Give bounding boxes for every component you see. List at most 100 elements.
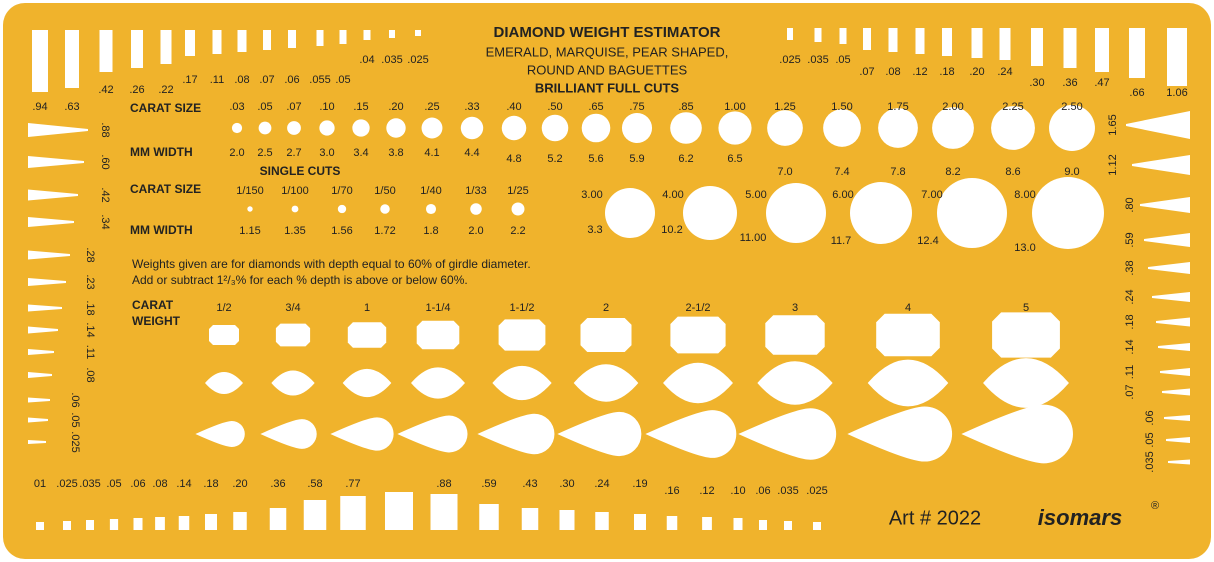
label: 7.4 xyxy=(834,166,849,178)
label: .05 xyxy=(335,74,350,86)
label: .15 xyxy=(353,101,368,113)
label: 10.2 xyxy=(661,224,682,236)
round-cut xyxy=(421,117,443,139)
label: .80 xyxy=(1124,197,1136,212)
label: 2.7 xyxy=(286,147,301,159)
pear-cut xyxy=(195,421,245,447)
label: 8.2 xyxy=(945,166,960,178)
wedge xyxy=(28,278,66,286)
label: 1/2 xyxy=(216,302,231,314)
label: .12 xyxy=(912,66,927,78)
label: .05 xyxy=(69,412,81,427)
label: 11.00 xyxy=(740,232,767,244)
label: .25 xyxy=(424,101,439,113)
baguette xyxy=(160,30,172,64)
pear-cut xyxy=(330,417,394,451)
baguette xyxy=(666,516,678,530)
label: .33 xyxy=(464,101,479,113)
label: 3.00 xyxy=(581,189,602,201)
baguette xyxy=(385,492,413,530)
note: Weights given are for diamonds with dept… xyxy=(132,257,531,271)
single-cut xyxy=(425,203,437,215)
baguette xyxy=(288,30,296,48)
pear-cut xyxy=(847,406,953,462)
label: 4 xyxy=(905,302,911,314)
marquise-cut xyxy=(492,365,552,401)
label: .035 xyxy=(807,54,828,66)
baguette xyxy=(269,508,287,530)
round-cut xyxy=(878,108,918,148)
baguette xyxy=(702,517,712,530)
label: 5.00 xyxy=(745,189,766,201)
label: .06 xyxy=(1144,410,1156,425)
label: .58 xyxy=(307,478,322,490)
round-cut xyxy=(683,186,737,240)
label: 5.2 xyxy=(547,153,562,165)
label: .07 xyxy=(859,66,874,78)
label: .63 xyxy=(64,101,79,113)
baguette xyxy=(237,30,247,52)
label: .23 xyxy=(84,274,96,289)
baguette xyxy=(389,30,395,38)
baguette xyxy=(942,28,952,56)
label: .03 xyxy=(229,101,244,113)
baguette xyxy=(109,519,119,530)
label: .77 xyxy=(345,478,360,490)
label: .10 xyxy=(319,101,334,113)
label: .035 xyxy=(79,478,100,490)
label: .28 xyxy=(84,247,96,262)
label: .18 xyxy=(939,66,954,78)
round-cut xyxy=(1049,105,1095,151)
round-cut xyxy=(541,114,569,142)
baguette xyxy=(63,521,71,530)
baguette xyxy=(340,496,366,530)
baguette xyxy=(733,518,743,530)
label: 1/150 xyxy=(236,185,264,197)
label: 4.4 xyxy=(464,147,479,159)
label: 1-1/4 xyxy=(425,302,450,314)
emerald-cut xyxy=(416,320,460,350)
label: .07 xyxy=(1124,384,1136,399)
label: .20 xyxy=(969,66,984,78)
baguette xyxy=(1167,28,1187,86)
label: .30 xyxy=(559,478,574,490)
pear-cut xyxy=(738,408,837,460)
baguette xyxy=(32,30,48,92)
label: .30 xyxy=(1029,77,1044,89)
label: 1.8 xyxy=(423,225,438,237)
baguette xyxy=(784,521,792,530)
label: 2.25 xyxy=(1002,101,1023,113)
marquise-cut xyxy=(573,364,639,402)
pear-cut xyxy=(477,413,555,455)
round-cut xyxy=(581,113,611,143)
label: 9.0 xyxy=(1064,166,1079,178)
label: 12.4 xyxy=(917,235,938,247)
label: .47 xyxy=(1094,77,1109,89)
baguette xyxy=(759,520,767,530)
label: .055 xyxy=(309,74,330,86)
round-cut xyxy=(386,118,406,138)
art-number: Art # 2022 xyxy=(889,507,981,529)
label: .05 xyxy=(257,101,272,113)
emerald-cut xyxy=(580,318,632,352)
marquise-cut xyxy=(663,362,733,404)
label: 1.06 xyxy=(1166,87,1187,99)
label: 2.2 xyxy=(510,225,525,237)
label: 1.12 xyxy=(1107,154,1119,175)
wedge xyxy=(1158,343,1190,351)
label: .035 xyxy=(777,485,798,497)
label: CARAT xyxy=(132,298,174,312)
label: .34 xyxy=(99,214,111,229)
baguette xyxy=(814,28,822,42)
round-cut xyxy=(766,183,826,243)
label: .43 xyxy=(522,478,537,490)
label: 1.72 xyxy=(374,225,395,237)
round-cut xyxy=(258,121,272,135)
label: 1/33 xyxy=(465,185,486,197)
label: 1 xyxy=(364,302,370,314)
label: 7.00 xyxy=(921,189,942,201)
round-cut xyxy=(932,107,974,149)
label: 1.65 xyxy=(1107,114,1119,135)
label: 01 xyxy=(34,478,46,490)
marquise-cut xyxy=(205,372,243,394)
